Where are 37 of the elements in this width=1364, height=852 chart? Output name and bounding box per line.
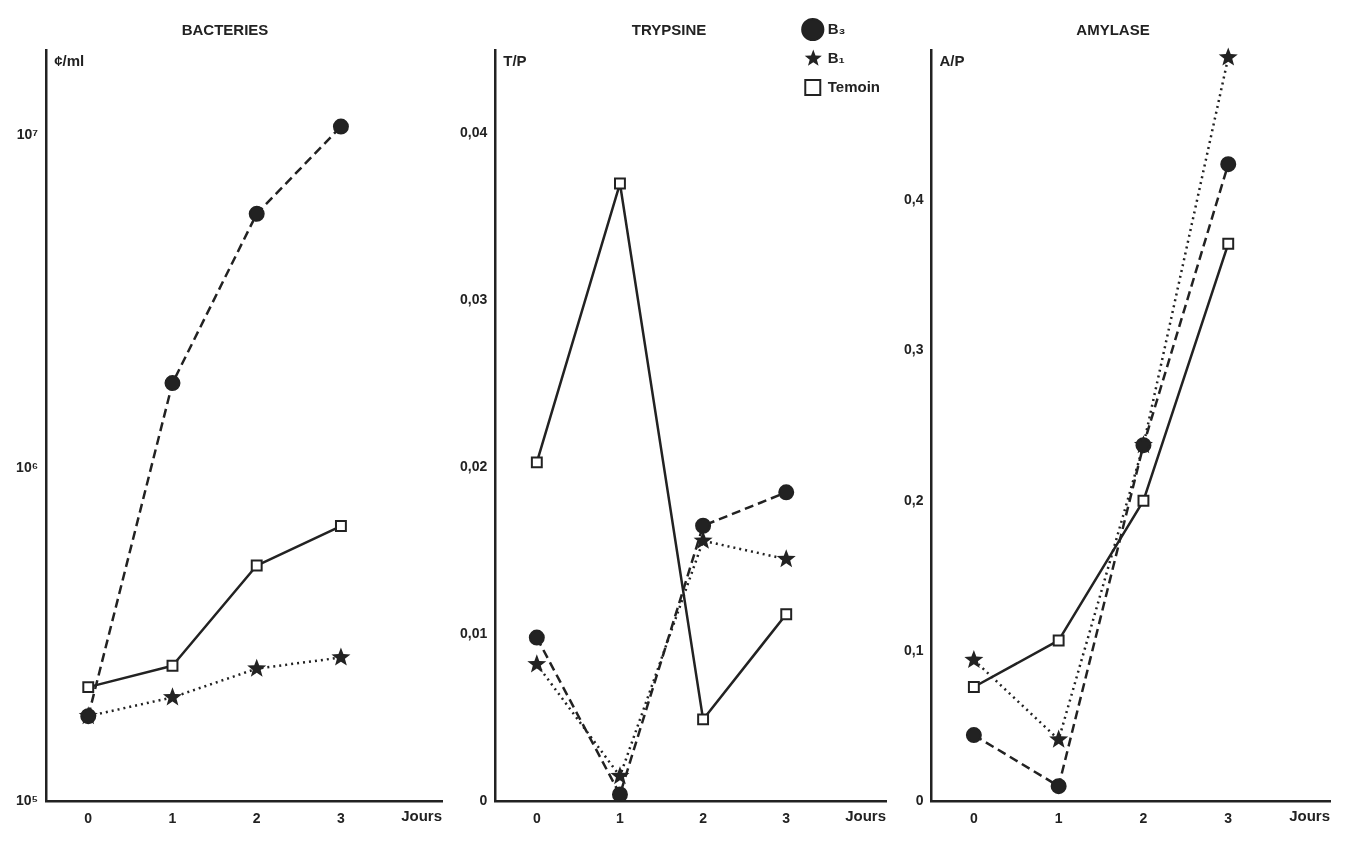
x-axis-title: Jours — [1289, 806, 1330, 824]
y-tick-label: 10⁷ — [16, 125, 39, 142]
y-axis-title: A/P — [939, 51, 965, 69]
chart-title: TRYPSINE — [631, 21, 707, 39]
chart-title: BACTERIES — [181, 21, 269, 39]
x-tick-label: 2 — [1139, 810, 1148, 827]
x-tick-label: 1 — [168, 810, 177, 827]
legend-label: B₃ — [827, 19, 846, 37]
y-tick-label: 10⁵ — [15, 792, 39, 809]
y-axis-title: ¢/ml — [54, 51, 85, 69]
y-tick-label: 0,02 — [460, 458, 488, 475]
x-tick-label: 0 — [84, 810, 93, 827]
x-tick-label: 3 — [782, 810, 791, 827]
y-axis-title: T/P — [503, 51, 527, 69]
x-tick-label: 1 — [616, 810, 625, 827]
x-tick-label: 1 — [1054, 810, 1063, 827]
x-tick-label: 3 — [1224, 810, 1233, 827]
x-tick-label: 2 — [252, 810, 261, 827]
y-tick-label: 0 — [479, 792, 488, 809]
y-tick-label: 0 — [915, 792, 924, 809]
legend-label: B₁ — [827, 48, 845, 66]
legend-label: Temoin — [827, 77, 881, 95]
y-tick-label: 0,03 — [460, 291, 488, 308]
y-tick-label: 0,1 — [903, 641, 924, 658]
x-tick-label: 0 — [969, 810, 978, 827]
y-tick-label: 0,3 — [903, 341, 924, 358]
y-tick-label: 0,04 — [460, 124, 488, 141]
x-tick-label: 3 — [337, 810, 346, 827]
x-axis-title: Jours — [401, 806, 442, 824]
y-tick-label: 0,2 — [903, 491, 924, 508]
y-tick-label: 0,4 — [903, 191, 924, 208]
y-tick-label: 0,01 — [460, 625, 488, 642]
x-axis-title: Jours — [845, 806, 886, 824]
chart-title: AMYLASE — [1076, 21, 1150, 39]
x-tick-label: 2 — [699, 810, 708, 827]
y-tick-label: 10⁶ — [16, 458, 39, 475]
x-tick-label: 0 — [532, 810, 541, 827]
